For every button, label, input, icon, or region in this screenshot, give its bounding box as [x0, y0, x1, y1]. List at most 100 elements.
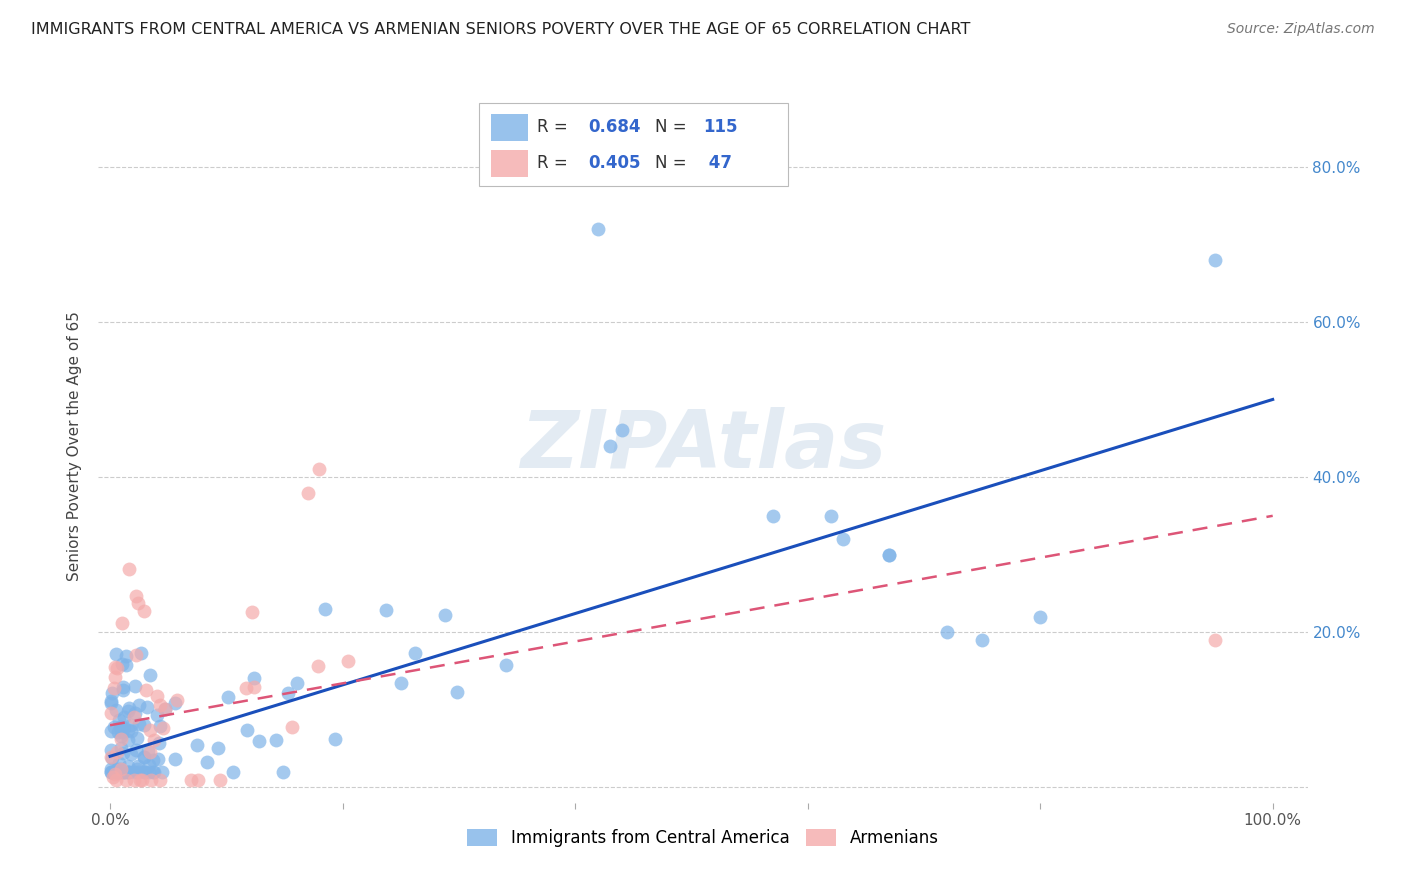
Point: [1029, 609, 1052, 624]
Point: [280, 720, 302, 734]
FancyBboxPatch shape: [492, 150, 527, 177]
Point: [117, 704, 139, 718]
Point: [117, 764, 139, 779]
Point: [243, 672, 266, 686]
Point: [404, 646, 426, 660]
Point: [124, 679, 146, 693]
Point: [186, 738, 208, 752]
Point: [114, 764, 136, 779]
Point: [103, 720, 125, 734]
Point: [163, 752, 186, 766]
FancyBboxPatch shape: [479, 103, 787, 186]
Point: [375, 602, 398, 616]
Point: [1204, 252, 1226, 267]
Point: [831, 532, 853, 546]
Point: [105, 764, 128, 779]
Point: [155, 702, 177, 716]
Point: [877, 548, 900, 562]
Point: [117, 764, 139, 779]
Point: [110, 720, 132, 734]
Point: [134, 749, 156, 764]
Point: [264, 733, 287, 747]
Point: [142, 753, 165, 767]
Point: [138, 764, 160, 779]
Point: [115, 658, 138, 673]
Point: [112, 710, 135, 724]
Point: [111, 616, 134, 631]
Point: [112, 764, 135, 779]
Point: [125, 743, 148, 757]
Point: [127, 762, 149, 776]
Point: [152, 722, 174, 736]
Point: [117, 758, 139, 772]
Point: [146, 689, 169, 703]
Point: [103, 767, 125, 781]
Point: [149, 719, 172, 733]
Point: [108, 720, 131, 734]
Point: [103, 681, 125, 695]
Point: [125, 589, 148, 603]
Point: [107, 745, 129, 759]
Point: [135, 700, 157, 714]
Point: [128, 717, 150, 731]
Point: [129, 772, 152, 787]
Point: [143, 733, 166, 747]
Text: 115: 115: [703, 118, 738, 136]
Point: [308, 462, 330, 476]
Point: [118, 700, 141, 714]
Point: [124, 709, 146, 723]
Y-axis label: Seniors Poverty Over the Age of 65: Seniors Poverty Over the Age of 65: [67, 311, 83, 581]
Point: [434, 607, 457, 622]
Point: [110, 762, 132, 776]
Point: [103, 764, 125, 779]
Point: [139, 745, 162, 759]
Point: [240, 606, 263, 620]
Point: [112, 680, 135, 694]
Point: [124, 706, 146, 720]
Point: [127, 758, 149, 772]
Point: [107, 764, 129, 779]
Text: Source: ZipAtlas.com: Source: ZipAtlas.com: [1227, 22, 1375, 37]
Point: [207, 740, 229, 755]
Point: [285, 675, 308, 690]
Point: [101, 751, 124, 765]
Point: [277, 686, 299, 700]
Point: [120, 747, 142, 761]
Point: [105, 772, 128, 787]
Point: [132, 750, 155, 764]
Point: [153, 702, 176, 716]
Point: [104, 660, 127, 674]
Point: [100, 686, 122, 700]
Point: [138, 723, 160, 738]
Point: [127, 731, 149, 745]
Point: [131, 772, 153, 787]
Point: [112, 682, 135, 697]
Point: [820, 508, 842, 523]
Point: [105, 661, 128, 675]
Point: [129, 646, 152, 660]
Point: [108, 764, 131, 779]
Point: [100, 762, 122, 776]
Point: [105, 647, 128, 661]
Point: [110, 729, 132, 743]
Point: [149, 698, 172, 712]
Point: [110, 764, 132, 779]
Point: [142, 764, 165, 779]
Point: [118, 764, 141, 779]
Point: [105, 762, 128, 776]
Point: [197, 756, 219, 770]
FancyBboxPatch shape: [492, 114, 527, 141]
Point: [970, 632, 993, 647]
Point: [307, 658, 329, 673]
Point: [136, 744, 159, 758]
Point: [243, 680, 266, 694]
Point: [107, 764, 129, 779]
Point: [762, 508, 785, 523]
Text: 0.405: 0.405: [588, 153, 641, 171]
Point: [314, 602, 336, 616]
Text: 0.684: 0.684: [588, 118, 641, 136]
Point: [101, 770, 124, 784]
Point: [247, 734, 270, 748]
Point: [108, 714, 131, 728]
Point: [271, 764, 294, 779]
